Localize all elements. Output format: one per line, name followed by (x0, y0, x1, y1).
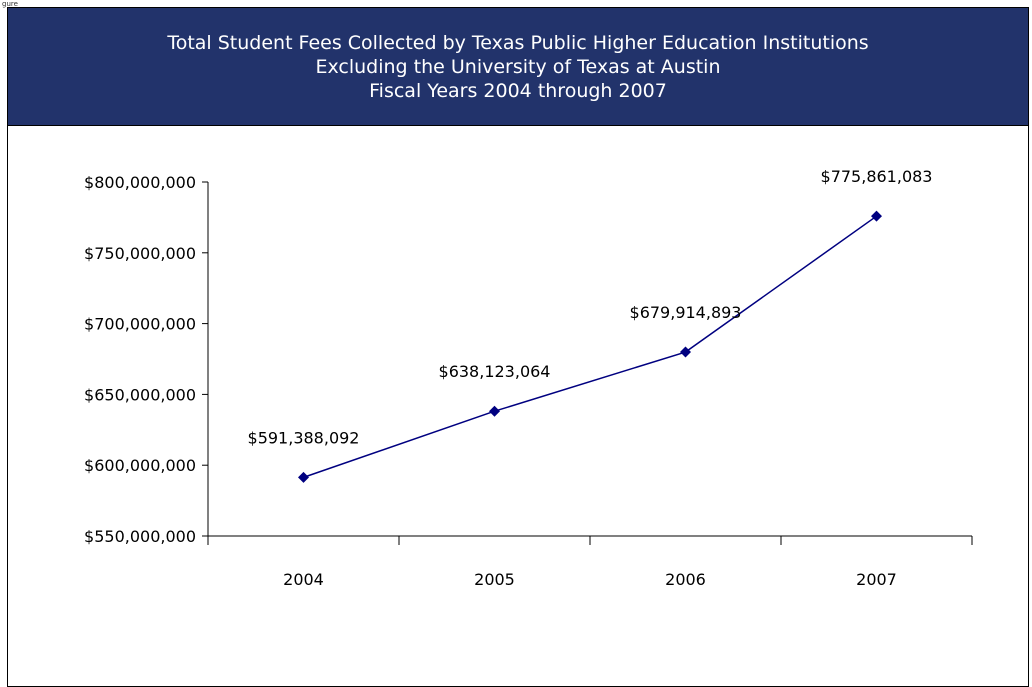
y-tick-label: $750,000,000 (84, 244, 196, 263)
y-tick-label: $700,000,000 (84, 315, 196, 334)
y-tick-label: $650,000,000 (84, 385, 196, 404)
data-point-marker (489, 405, 500, 417)
y-tick-label: $800,000,000 (84, 173, 196, 192)
chart-header: Total Student Fees Collected by Texas Pu… (8, 8, 1028, 126)
chart-title-line-1: Total Student Fees Collected by Texas Pu… (167, 32, 869, 54)
chart-frame: Total Student Fees Collected by Texas Pu… (7, 7, 1029, 687)
caption-fragment: gure (2, 0, 18, 8)
data-point-marker (680, 346, 691, 358)
x-tick-label: 2004 (283, 570, 324, 589)
chart-title-line-2: Excluding the University of Texas at Aus… (315, 56, 721, 78)
x-tick-label: 2007 (856, 570, 897, 589)
data-label: $591,388,092 (248, 428, 360, 447)
x-tick-label: 2006 (665, 570, 706, 589)
data-label: $775,861,083 (821, 167, 933, 186)
y-tick-label: $600,000,000 (84, 456, 196, 475)
data-label: $679,914,893 (630, 303, 742, 322)
data-point-marker (871, 210, 882, 222)
y-tick-label: $550,000,000 (84, 527, 196, 546)
data-label: $638,123,064 (439, 362, 551, 381)
data-point-marker (298, 471, 309, 483)
chart-title-line-3: Fiscal Years 2004 through 2007 (369, 80, 667, 102)
x-tick-label: 2005 (474, 570, 515, 589)
series-line (303, 215, 877, 479)
line-chart: $550,000,000 $600,000,000 $650,000,000 $700… (84, 167, 973, 589)
